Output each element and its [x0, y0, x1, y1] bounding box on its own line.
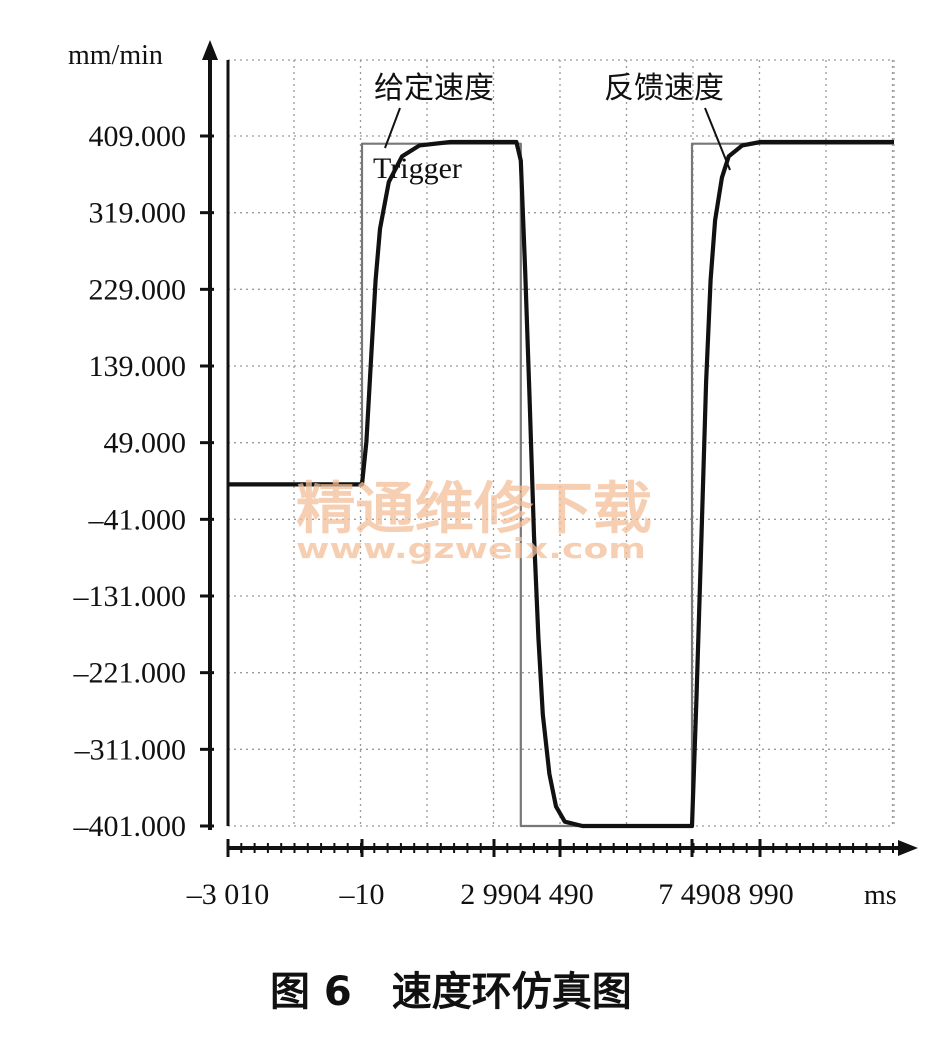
y-axis-tick-label: 139.000 — [89, 350, 187, 383]
y-axis-tick-label: –131.000 — [73, 580, 187, 613]
grid — [228, 59, 895, 827]
y-axis-tick-label: –221.000 — [73, 657, 187, 690]
x-axis-tick-label: 7 490 — [658, 878, 726, 911]
figure-caption: 图 6 速度环仿真图 — [270, 969, 632, 1015]
y-axis-unit-label: mm/min — [68, 40, 163, 71]
axes — [202, 40, 918, 856]
y-axis-ticks: 409.000 319.000 229.000 139.000 49.000 –41.00… — [73, 120, 214, 843]
trigger-annotation: Trigger — [373, 152, 462, 185]
series-feedback-speed — [228, 139, 894, 829]
x-axis-unit-label: ms — [864, 880, 897, 911]
y-axis-tick-label: 49.000 — [104, 427, 187, 460]
series-group — [228, 139, 894, 829]
given-speed-annotation: 给定速度 — [374, 71, 494, 106]
series-given-speed — [228, 142, 894, 828]
y-axis-tick-label: –311.000 — [74, 733, 186, 766]
x-axis-tick-label: 8 990 — [726, 878, 794, 911]
given-speed-leader-line — [384, 107, 401, 149]
y-axis-tick-label: 409.000 — [89, 120, 187, 153]
y-axis-tick-label: –41.000 — [88, 503, 187, 536]
feedback-speed-leader-line — [704, 107, 731, 171]
watermark-url: www.gzweix.com — [296, 532, 646, 565]
x-axis-tick-label: –3 010 — [186, 878, 270, 911]
x-axis-arrow — [898, 840, 918, 856]
x-axis-tick-label: –10 — [339, 878, 385, 911]
y-axis-arrow — [202, 40, 218, 60]
y-axis-tick-label: 319.000 — [89, 197, 187, 230]
feedback-speed-annotation: 反馈速度 — [604, 71, 724, 106]
x-axis-tick-label: 4 490 — [526, 878, 594, 911]
y-axis-tick-label: –401.000 — [73, 810, 187, 843]
y-axis-tick-label: 229.000 — [89, 273, 187, 306]
watermark-text: 精通维修下载 — [296, 477, 652, 542]
x-axis-tick-label: 2 990 — [460, 878, 528, 911]
